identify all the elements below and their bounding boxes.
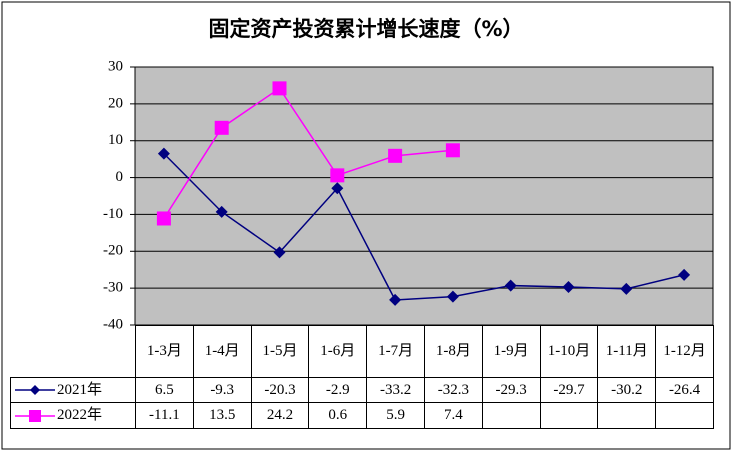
marker	[156, 211, 171, 226]
empty-cell	[597, 402, 657, 429]
marker	[29, 409, 41, 422]
y-tick-label: 20	[108, 95, 123, 111]
marker	[272, 81, 287, 96]
value-cell: 0.6	[308, 402, 368, 429]
marker	[331, 182, 344, 195]
marker	[389, 293, 402, 306]
chart-title: 固定资产投资累计增长速度（%）	[208, 17, 523, 41]
legend-entry: 2021年	[10, 377, 136, 403]
category-label: 1-4月	[192, 325, 252, 378]
value-cell: -33.2	[366, 377, 425, 403]
marker	[215, 205, 228, 218]
value-cell: 6.5	[135, 377, 194, 403]
marker	[214, 120, 229, 135]
series-line	[163, 153, 685, 301]
value-cell: -29.7	[539, 377, 599, 403]
category-label: 1-7月	[366, 325, 425, 378]
empty-cell	[655, 402, 714, 429]
y-tick-label: -30	[103, 280, 123, 296]
category-label: 1-6月	[308, 325, 368, 378]
marker	[446, 290, 459, 303]
marker	[445, 143, 460, 158]
legend-label: 2022年	[57, 407, 103, 423]
marker	[157, 147, 170, 160]
category-label: 1-3月	[135, 325, 194, 378]
value-cell: -30.2	[597, 377, 657, 403]
marker	[504, 279, 517, 292]
marker	[388, 148, 403, 163]
value-cell: 7.4	[423, 402, 483, 429]
category-label: 1-8月	[423, 325, 483, 378]
y-tick-label: 30	[108, 58, 123, 74]
value-cell: -9.3	[192, 377, 252, 403]
marker	[30, 385, 40, 396]
corner-cell	[11, 326, 136, 378]
value-cell: 5.9	[366, 402, 425, 429]
empty-cell	[539, 402, 599, 429]
series-line	[163, 87, 453, 219]
value-cell: -32.3	[423, 377, 483, 403]
value-cell: 24.2	[250, 402, 310, 429]
category-label: 1-5月	[250, 325, 310, 378]
y-tick-label: -10	[103, 206, 123, 222]
value-cell: 13.5	[192, 402, 252, 429]
category-label: 1-10月	[539, 325, 599, 378]
value-cell: -11.1	[135, 402, 194, 429]
category-label: 1-12月	[655, 325, 714, 378]
data-table: 1-3月 1-4月 1-5月 1-6月 1-7月 1-8月 1-9月 1-10月 1-11月 1-…	[10, 325, 714, 429]
marker	[330, 168, 345, 183]
y-tick-label: -40	[103, 316, 123, 332]
category-label: 1-11月	[597, 325, 657, 378]
value-cell: -20.3	[250, 377, 310, 403]
legend-key	[15, 385, 55, 396]
y-tick-label: 10	[108, 132, 123, 148]
category-row: 1-3月 1-4月 1-5月 1-6月 1-7月 1-8月 1-9月 1-10月 1-11月 1-…	[11, 325, 714, 378]
empty-cell	[481, 402, 541, 429]
marker	[562, 281, 575, 294]
y-tick-label: -20	[103, 243, 123, 259]
y-tick-label: 0	[116, 169, 124, 185]
value-cell: -2.9	[308, 377, 368, 403]
category-label: 1-9月	[481, 325, 541, 378]
marker	[620, 282, 633, 295]
marker	[678, 268, 691, 281]
series-row: 2022年 -11.1 13.5 24.2 0.6 5.9 7.4	[10, 402, 714, 429]
legend-entry: 2022年	[10, 402, 136, 429]
marker	[273, 246, 286, 259]
legend-label: 2021年	[57, 381, 103, 398]
value-cell: -29.3	[481, 377, 541, 403]
legend-key	[15, 409, 55, 422]
value-cell: -26.4	[655, 377, 714, 403]
series-row: 2021年 6.5 -9.3 -20.3 -2.9 -33.2 -32.3 -29.3 -29.…	[10, 377, 714, 403]
